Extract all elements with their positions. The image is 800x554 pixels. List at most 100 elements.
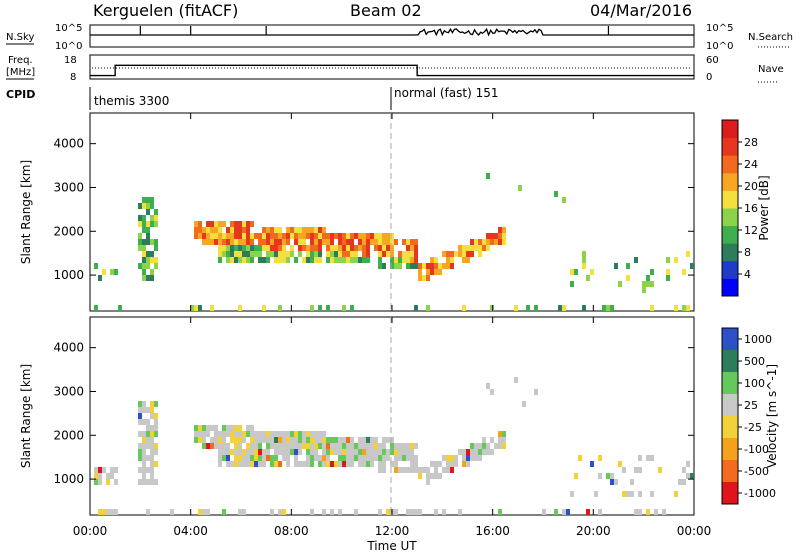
heatmap-cell (346, 461, 350, 467)
heatmap-cell (142, 215, 146, 221)
heatmap-cell (238, 425, 242, 431)
heatmap-cell (418, 473, 422, 479)
heatmap-cell (150, 239, 154, 245)
heatmap-cell (318, 251, 322, 257)
heatmap-cell (442, 263, 446, 269)
heatmap-cell (326, 251, 330, 257)
heatmap-cell (326, 437, 330, 443)
heatmap-cell (282, 233, 286, 239)
heatmap-cell (414, 251, 418, 257)
colorbar-cell (722, 137, 738, 156)
heatmap-cell (142, 419, 146, 425)
heatmap-cell (146, 509, 150, 515)
heatmap-cell (282, 449, 286, 455)
heatmap-cell (390, 245, 394, 251)
heatmap-cell (238, 431, 242, 437)
heatmap-cell (330, 443, 334, 449)
heatmap-cell (342, 233, 346, 239)
heatmap-cell (138, 419, 142, 425)
heatmap-cell (302, 245, 306, 251)
heatmap-cell (390, 449, 394, 455)
heatmap-cell (634, 467, 638, 473)
heatmap-cell (138, 203, 142, 209)
y-tick-label: 3000 (53, 384, 84, 398)
heatmap-cell (386, 239, 390, 245)
velocity-y-ticks: 1000 2000 3000 4000 (53, 341, 694, 486)
heatmap-cell (394, 449, 398, 455)
heatmap-cell (246, 449, 250, 455)
heatmap-cell (314, 257, 318, 263)
heatmap-cell (350, 233, 354, 239)
heatmap-cell (150, 479, 154, 485)
heatmap-cell (430, 461, 434, 467)
nsky-label: N.Sky (6, 32, 34, 43)
colorbar-tick-label: 28 (744, 136, 758, 149)
heatmap-cell (262, 257, 266, 263)
heatmap-cell (294, 233, 298, 239)
heatmap-cell (378, 467, 382, 473)
x-tick-label: 00:00 (677, 524, 712, 538)
heatmap-cell (378, 257, 382, 263)
heatmap-cell (98, 473, 102, 479)
heatmap-cell (318, 431, 322, 437)
heatmap-cell (358, 455, 362, 461)
heatmap-cell (458, 251, 462, 257)
heatmap-cell (230, 221, 234, 227)
heatmap-cell (114, 509, 118, 515)
heatmap-cell (482, 437, 486, 443)
heatmap-cell (242, 509, 246, 515)
heatmap-cell (422, 467, 426, 473)
power-colorbar-cells (722, 120, 738, 297)
heatmap-cell (290, 449, 294, 455)
heatmap-cell (198, 431, 202, 437)
heatmap-cell (198, 221, 202, 227)
heatmap-cell (414, 443, 418, 449)
heatmap-cell (646, 275, 650, 281)
heatmap-cell (238, 257, 242, 263)
heatmap-cell (274, 449, 278, 455)
heatmap-cell (462, 449, 466, 455)
heatmap-cell (410, 257, 414, 263)
heatmap-cell (246, 443, 250, 449)
heatmap-cell (222, 233, 226, 239)
heatmap-cell (514, 377, 518, 383)
colorbar-cell (722, 172, 738, 191)
heatmap-cell (498, 431, 502, 437)
heatmap-cell (214, 233, 218, 239)
y-tick-label: 3000 (53, 180, 84, 194)
heatmap-cell (646, 455, 650, 461)
heatmap-cell (310, 437, 314, 443)
heatmap-cell (250, 245, 254, 251)
y-tick-label: 4000 (53, 341, 84, 355)
heatmap-cell (434, 461, 438, 467)
heatmap-cell (458, 245, 462, 251)
heatmap-cell (438, 263, 442, 269)
heatmap-cell (194, 227, 198, 233)
heatmap-cell (226, 251, 230, 257)
colorbar-tick-label: 20 (744, 180, 758, 193)
heatmap-cell (626, 491, 630, 497)
heatmap-cell (106, 509, 110, 515)
heatmap-cell (422, 263, 426, 269)
colorbar-cell (722, 372, 738, 395)
heatmap-cell (270, 443, 274, 449)
heatmap-cell (542, 509, 546, 515)
heatmap-cell (366, 245, 370, 251)
heatmap-cell (198, 437, 202, 443)
heatmap-cell (278, 461, 282, 467)
heatmap-cell (650, 305, 654, 311)
heatmap-cell (354, 233, 358, 239)
heatmap-cell (234, 425, 238, 431)
heatmap-cell (322, 449, 326, 455)
heatmap-cell (258, 245, 262, 251)
heatmap-cell (150, 197, 154, 203)
heatmap-cell (254, 443, 258, 449)
heatmap-cell (238, 305, 242, 311)
heatmap-cell (402, 443, 406, 449)
heatmap-cell (314, 431, 318, 437)
heatmap-cell (114, 467, 118, 473)
heatmap-cell (246, 431, 250, 437)
heatmap-cell (322, 455, 326, 461)
heatmap-cell (518, 185, 522, 191)
heatmap-cell (266, 257, 270, 263)
